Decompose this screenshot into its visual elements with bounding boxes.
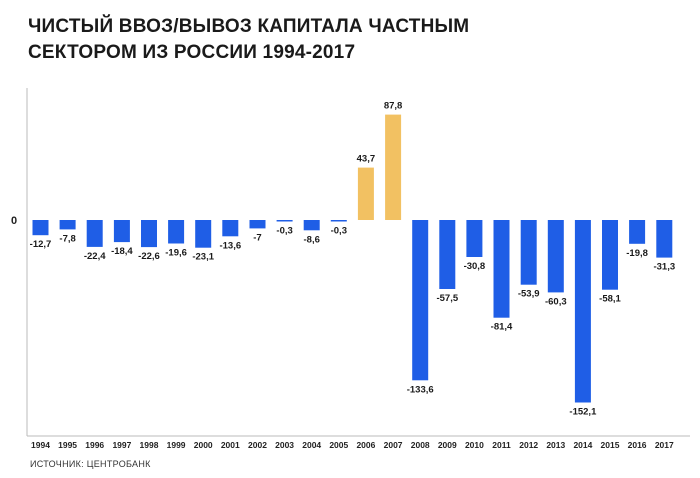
- data-label-2015: -58,1: [599, 294, 621, 305]
- x-tick-1999: 1999: [167, 440, 186, 450]
- x-tick-2013: 2013: [546, 440, 565, 450]
- bar-2009: [439, 220, 456, 289]
- data-label-2010: -30,8: [464, 261, 486, 272]
- data-label-2002: -7: [253, 232, 261, 243]
- chart-title-line-2: СЕКТОРОМ ИЗ РОССИИ 1994-2017: [28, 42, 356, 63]
- bar-2000: [195, 220, 212, 248]
- data-label-2012: -53,9: [518, 289, 540, 300]
- bar-2005: [330, 220, 347, 222]
- bar-2008: [412, 220, 429, 381]
- x-tick-2005: 2005: [329, 440, 348, 450]
- data-label-2006: 43,7: [357, 154, 376, 165]
- x-tick-2016: 2016: [628, 440, 647, 450]
- data-label-2005: -0,3: [331, 226, 347, 237]
- source-note: ИСТОЧНИК: ЦЕНТРОБАНК: [30, 459, 151, 469]
- x-tick-2008: 2008: [411, 440, 430, 450]
- data-label-2007: 87,8: [384, 101, 403, 112]
- bar-2003: [276, 220, 293, 222]
- bar-1995: [59, 220, 76, 230]
- bar-2007: [385, 114, 402, 220]
- bar-2002: [249, 220, 266, 229]
- x-tick-2010: 2010: [465, 440, 484, 450]
- data-label-2008: -133,6: [407, 384, 434, 395]
- bar-2015: [602, 220, 618, 290]
- data-label-1999: -19,6: [165, 248, 187, 259]
- bar-1996: [86, 220, 103, 247]
- bar-2013: [547, 220, 564, 293]
- x-tick-2004: 2004: [302, 440, 321, 450]
- x-tick-2012: 2012: [519, 440, 538, 450]
- bar-2012: [520, 220, 537, 285]
- x-tick-2014: 2014: [573, 440, 592, 450]
- bar-2017: [656, 220, 673, 258]
- x-tick-1995: 1995: [58, 440, 77, 450]
- bar-2014: [574, 220, 591, 403]
- data-label-2009: -57,5: [436, 293, 458, 304]
- data-label-1998: -22,6: [138, 251, 160, 262]
- data-label-2014: -152,1: [569, 407, 597, 418]
- chart-title: ЧИСТЫЙ ВВОЗ/ВЫВОЗ КАПИТАЛА ЧАСТНЫМ СЕКТО…: [28, 14, 469, 66]
- chart-title-line-1: ЧИСТЫЙ ВВОЗ/ВЫВОЗ КАПИТАЛА ЧАСТНЫМ: [28, 16, 470, 37]
- bar-2016: [629, 220, 646, 244]
- data-label-2003: -0,3: [276, 226, 292, 237]
- bar-1997: [113, 220, 130, 243]
- x-tick-1994: 1994: [31, 440, 50, 450]
- data-label-1996: -22,4: [84, 251, 106, 262]
- x-tick-2000: 2000: [194, 440, 213, 450]
- x-tick-1997: 1997: [112, 440, 131, 450]
- x-tick-2001: 2001: [221, 440, 240, 450]
- x-tick-2006: 2006: [356, 440, 375, 450]
- x-tick-2011: 2011: [492, 440, 511, 450]
- x-tick-2009: 2009: [438, 440, 457, 450]
- bar-1998: [141, 220, 157, 248]
- x-tick-1998: 1998: [140, 440, 159, 450]
- data-label-2016: -19,8: [626, 248, 648, 259]
- data-label-1997: -18,4: [111, 246, 133, 257]
- x-tick-2007: 2007: [384, 440, 403, 450]
- zero-label: 0: [11, 215, 17, 227]
- data-label-1995: -7,8: [59, 233, 75, 244]
- data-label-2017: -31,3: [653, 262, 675, 273]
- bar-2004: [303, 220, 320, 231]
- x-tick-2003: 2003: [275, 440, 294, 450]
- x-tick-2017: 2017: [655, 440, 674, 450]
- data-label-2011: -81,4: [491, 322, 513, 333]
- data-label-1994: -12,7: [30, 239, 52, 250]
- x-tick-2002: 2002: [248, 440, 267, 450]
- bar-2011: [493, 220, 510, 318]
- data-label-2001: -13,6: [219, 240, 241, 251]
- data-label-2004: -8,6: [304, 234, 320, 245]
- bar-1999: [168, 220, 185, 244]
- data-label-2013: -60,3: [545, 296, 567, 307]
- x-tick-2015: 2015: [601, 440, 620, 450]
- bar-2001: [222, 220, 239, 237]
- bar-2010: [466, 220, 483, 257]
- bar-2006: [357, 167, 374, 220]
- data-label-2000: -23,1: [192, 252, 214, 263]
- bar-1994: [32, 220, 49, 236]
- x-tick-1996: 1996: [85, 440, 104, 450]
